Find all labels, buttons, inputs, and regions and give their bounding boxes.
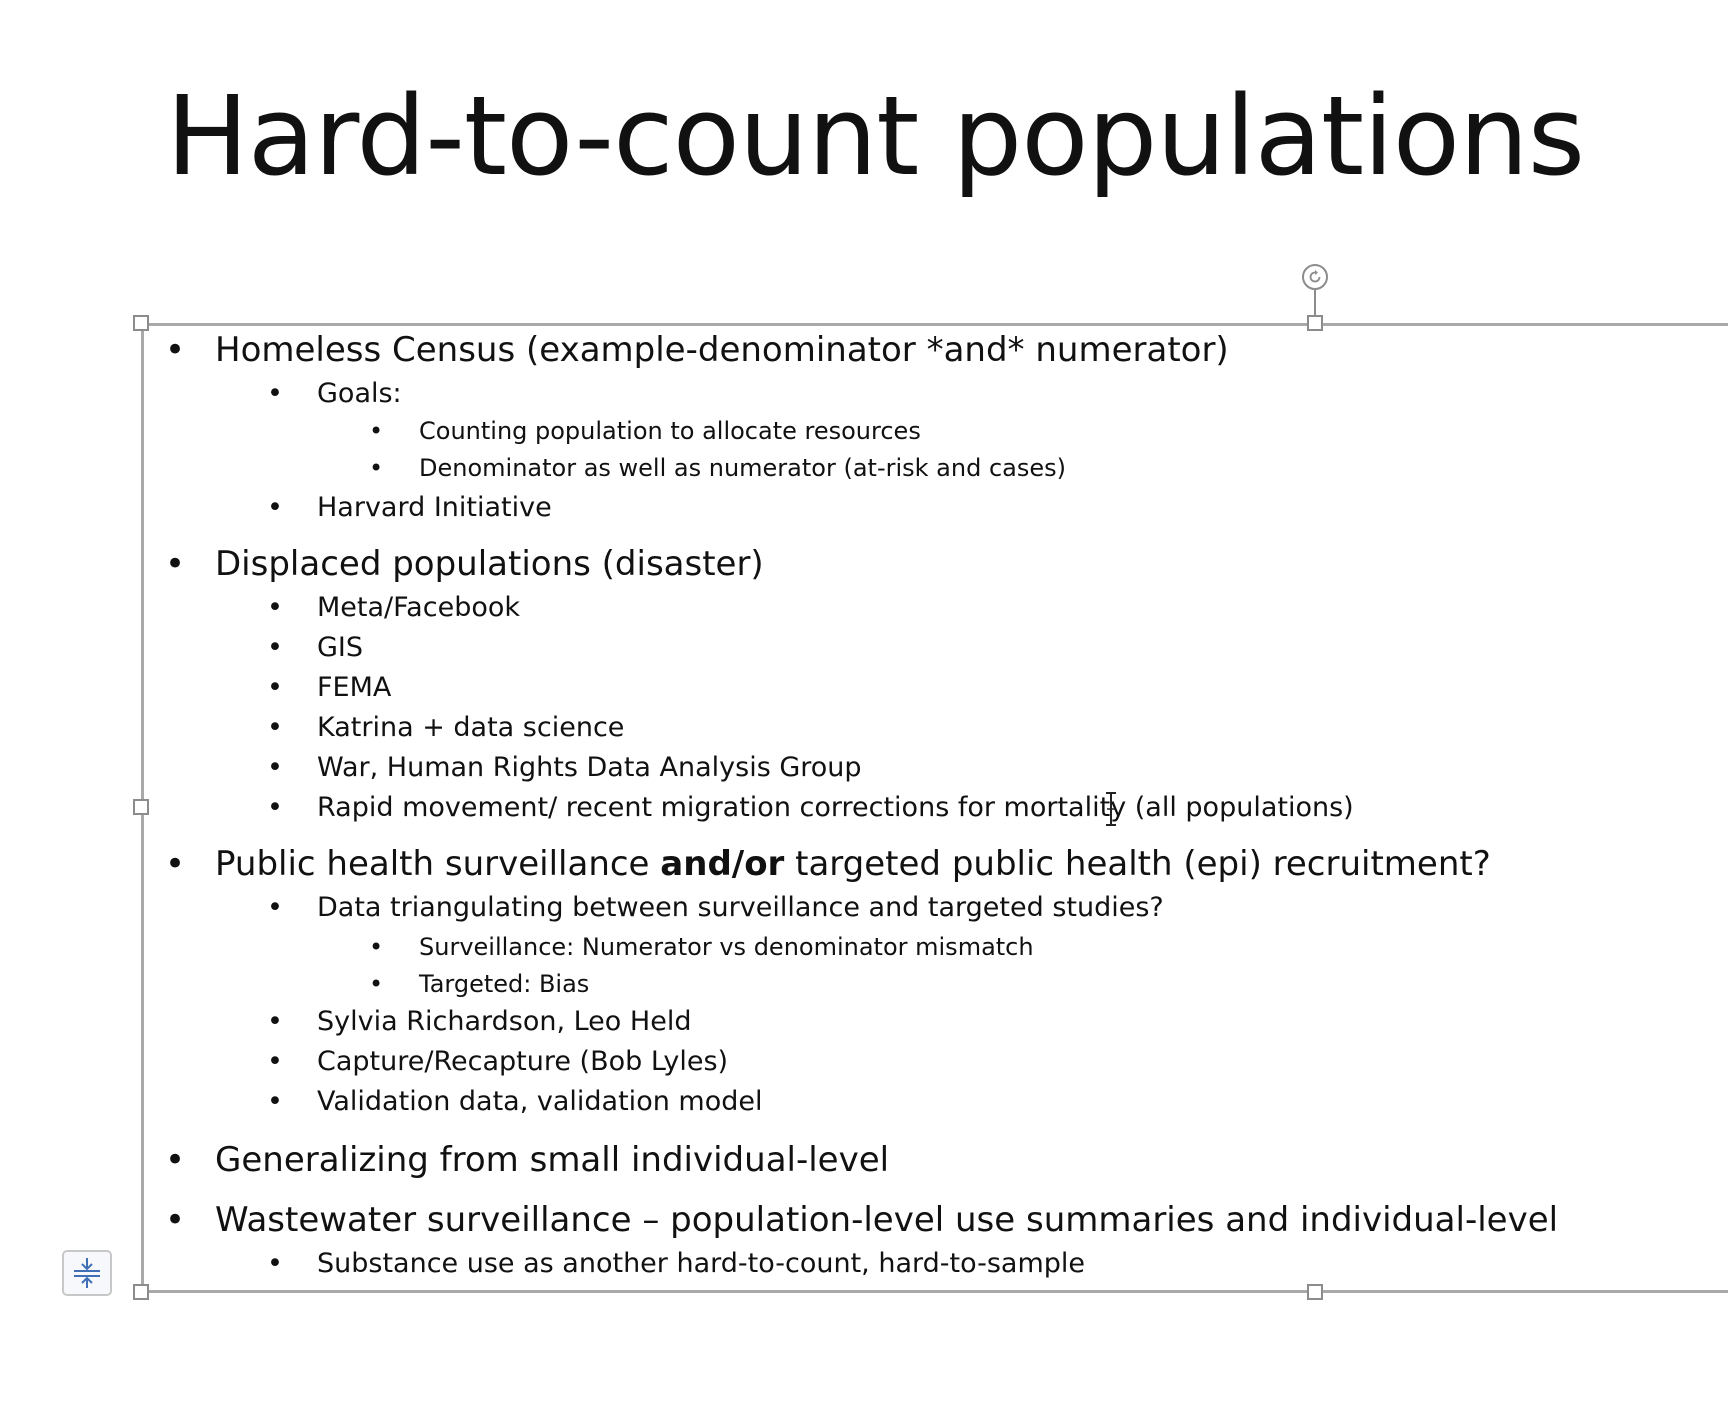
list-item-text: Targeted: Bias (419, 970, 590, 998)
list-item[interactable]: • Goals: (267, 378, 402, 409)
resize-handle-bottom-center[interactable] (1307, 1284, 1323, 1300)
slide-title[interactable]: Hard-to-count populations (166, 72, 1585, 200)
bullet-marker: • (165, 844, 186, 884)
list-item[interactable]: • FEMA (267, 672, 392, 703)
autofit-options-icon (74, 1258, 100, 1288)
list-item[interactable]: • Validation data, validation model (267, 1086, 763, 1117)
bullet-marker: • (267, 792, 283, 823)
bullet-marker: • (165, 1140, 186, 1180)
list-item[interactable]: • Counting population to allocate resour… (369, 417, 921, 445)
list-item-text: Generalizing from small individual-level (215, 1140, 890, 1180)
bullet-list: • Homeless Census (example-denominator *… (144, 326, 1728, 1290)
list-item[interactable]: • GIS (267, 632, 364, 663)
list-item-text: Denominator as well as numerator (at-ris… (419, 454, 1066, 482)
list-item-text: Displaced populations (disaster) (215, 544, 764, 584)
list-item[interactable]: • Meta/Facebook (267, 592, 521, 623)
list-item-text: Validation data, validation model (317, 1086, 763, 1117)
list-item-text: Sylvia Richardson, Leo Held (317, 1006, 692, 1037)
list-item[interactable]: • Data triangulating between surveillanc… (267, 892, 1164, 923)
bullet-marker: • (267, 672, 283, 703)
bullet-marker: • (369, 970, 384, 998)
list-item-text: FEMA (317, 672, 392, 703)
list-item-text: Goals: (317, 378, 402, 409)
resize-handle-bottom-left[interactable] (133, 1284, 149, 1300)
list-item-text: Meta/Facebook (317, 592, 521, 623)
list-item-text-bold: and/or (660, 844, 785, 884)
list-item-text: Katrina + data science (317, 712, 625, 743)
list-item[interactable]: • Targeted: Bias (369, 970, 590, 998)
list-item-text: Data triangulating between surveillance … (317, 892, 1164, 923)
list-item-text: Surveillance: Numerator vs denominator m… (419, 933, 1034, 961)
list-item-text: Harvard Initiative (317, 492, 552, 523)
list-item[interactable]: • War, Human Rights Data Analysis Group (267, 752, 862, 783)
list-item-text: targeted public health (epi) recruitment… (784, 844, 1491, 884)
list-item[interactable]: • Generalizing from small individual-lev… (165, 1140, 890, 1180)
resize-handle-middle-left[interactable] (133, 799, 149, 815)
rotate-handle-icon[interactable] (1302, 264, 1328, 290)
list-item[interactable]: • Surveillance: Numerator vs denominator… (369, 933, 1034, 961)
bullet-marker: • (165, 544, 186, 584)
bullet-marker: • (267, 1006, 283, 1037)
list-item[interactable]: • Katrina + data science (267, 712, 625, 743)
list-item[interactable]: • Public health surveillance and/or targ… (165, 844, 1491, 884)
list-item[interactable]: • Rapid movement/ recent migration corre… (267, 792, 1354, 823)
bullet-marker: • (165, 1200, 186, 1240)
list-item[interactable]: • Substance use as another hard-to-count… (267, 1248, 1086, 1279)
bullet-marker: • (267, 1086, 283, 1117)
list-item[interactable]: • Homeless Census (example-denominator *… (165, 330, 1229, 370)
bullet-marker: • (369, 417, 384, 445)
list-item[interactable]: • Sylvia Richardson, Leo Held (267, 1006, 692, 1037)
list-item-text: War, Human Rights Data Analysis Group (317, 752, 862, 783)
list-item-text: Wastewater surveillance – population-lev… (215, 1200, 1559, 1240)
bullet-marker: • (267, 712, 283, 743)
list-item[interactable]: • Wastewater surveillance – population-l… (165, 1200, 1559, 1240)
autofit-options-button[interactable] (62, 1250, 112, 1296)
list-item[interactable]: • Displaced populations (disaster) (165, 544, 764, 584)
resize-handle-top-center[interactable] (1307, 315, 1323, 331)
list-item-text: Capture/Recapture (Bob Lyles) (317, 1046, 729, 1077)
bullet-marker: • (267, 1046, 283, 1077)
content-text-box[interactable]: • Homeless Census (example-denominator *… (141, 323, 1728, 1293)
list-item-text: GIS (317, 632, 364, 663)
text-cursor-icon (1104, 792, 1118, 834)
bullet-marker: • (165, 330, 186, 370)
bullet-marker: • (267, 492, 283, 523)
list-item-text: Public health surveillance (215, 844, 661, 884)
bullet-marker: • (267, 892, 283, 923)
list-item-text: Rapid movement/ recent migration correct… (317, 792, 1354, 823)
bullet-marker: • (369, 933, 384, 961)
list-item-text: Substance use as another hard-to-count, … (317, 1248, 1086, 1279)
list-item[interactable]: • Capture/Recapture (Bob Lyles) (267, 1046, 729, 1077)
rotate-stem (1314, 288, 1316, 322)
list-item[interactable]: • Harvard Initiative (267, 492, 552, 523)
bullet-marker: • (267, 632, 283, 663)
bullet-marker: • (267, 1248, 283, 1279)
bullet-marker: • (267, 752, 283, 783)
bullet-marker: • (267, 378, 283, 409)
list-item-text: Homeless Census (example-denominator *an… (215, 330, 1229, 370)
resize-handle-top-left[interactable] (133, 315, 149, 331)
list-item-text: Counting population to allocate resource… (419, 417, 921, 445)
bullet-marker: • (267, 592, 283, 623)
bullet-marker: • (369, 454, 384, 482)
list-item[interactable]: • Denominator as well as numerator (at-r… (369, 454, 1066, 482)
